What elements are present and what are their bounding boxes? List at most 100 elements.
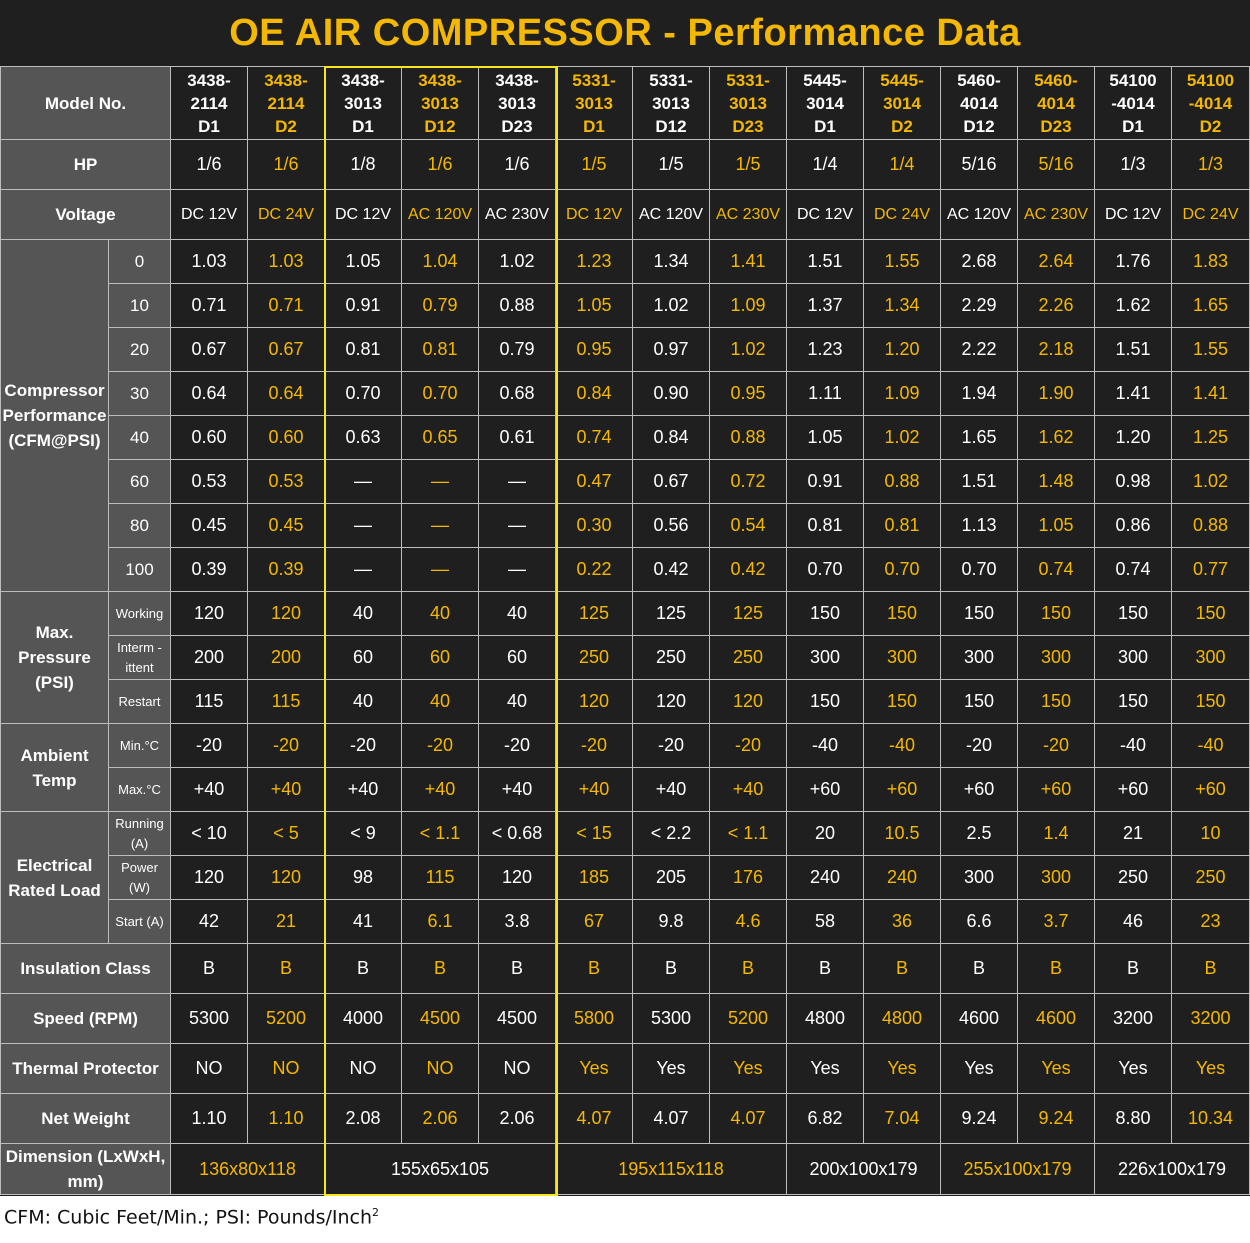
compressor-performance-header: Compressor Performance (CFM@PSI): [0, 239, 109, 592]
elec-label: Start (A): [108, 899, 171, 944]
data-cell: < 9: [324, 811, 402, 856]
data-cell: 9.24: [940, 1093, 1018, 1144]
data-cell: 1.65: [1171, 283, 1250, 328]
data-cell: Yes: [632, 1043, 710, 1094]
data-cell: 150: [1094, 679, 1172, 724]
model-part: 5460-: [1034, 70, 1078, 90]
data-cell: 150: [1094, 591, 1172, 636]
model-cell: 5460- 4014 D12: [940, 66, 1018, 140]
data-cell: 21: [247, 899, 325, 944]
data-cell: 150: [940, 591, 1018, 636]
table-row: Net Weight 1.10 1.10 2.08 2.06 2.06 4.07 4.07 4.…: [0, 1093, 1250, 1144]
data-cell: < 2.2: [632, 811, 710, 856]
psi-label: 80: [108, 503, 171, 548]
data-cell: 4800: [863, 993, 941, 1044]
data-cell: 150: [1171, 679, 1250, 724]
data-cell: -20: [247, 723, 325, 768]
data-cell: 1.02: [478, 239, 556, 284]
data-cell: B: [863, 943, 941, 994]
data-cell: 5800: [555, 993, 633, 1044]
performance-table: Model No. 3438- 2114 D1 3438- 2114 D2 3438- 3013…: [0, 66, 1250, 1195]
data-cell: 115: [247, 679, 325, 724]
voltage-header: Voltage: [0, 189, 171, 240]
data-cell: 1.48: [1017, 459, 1095, 504]
table-row: Start (A) 42 21 41 6.1 3.8 67 9.8 4.6 58 36 6.6 3.7 4…: [1, 899, 1250, 944]
data-cell: 0.60: [247, 415, 325, 460]
data-cell: 1/8: [324, 139, 402, 190]
model-part: 3438-: [495, 70, 539, 90]
data-cell: +40: [632, 767, 710, 812]
data-cell: 0.91: [324, 283, 402, 328]
data-cell: —: [324, 547, 402, 592]
model-part: D23: [501, 116, 533, 136]
data-cell: 1.62: [1094, 283, 1172, 328]
model-part: 3014: [806, 93, 844, 113]
data-cell: 205: [632, 855, 710, 900]
data-cell: 2.68: [940, 239, 1018, 284]
data-cell: +60: [1017, 767, 1095, 812]
data-cell: DC 24V: [247, 189, 325, 240]
data-cell: —: [401, 547, 479, 592]
model-part: 54100: [1186, 70, 1235, 90]
data-cell: 1.10: [170, 1093, 248, 1144]
data-cell: 1.09: [863, 371, 941, 416]
data-cell: 0.30: [555, 503, 633, 548]
dimension-cell: 226x100x179: [1094, 1143, 1250, 1195]
table-row: Max.°C +40 +40 +40 +40 +40 +40 +40 +40 +60 +60 +60 +…: [1, 767, 1250, 812]
data-cell: 0.70: [786, 547, 864, 592]
data-cell: 0.64: [170, 371, 248, 416]
psi-label: 10: [108, 283, 171, 328]
data-cell: 120: [247, 591, 325, 636]
data-cell: Yes: [1017, 1043, 1095, 1094]
data-cell: 125: [555, 591, 633, 636]
data-cell: 8.80: [1094, 1093, 1172, 1144]
data-cell: -20: [1017, 723, 1095, 768]
data-cell: 60: [401, 635, 479, 680]
data-cell: 176: [709, 855, 787, 900]
data-cell: 120: [632, 679, 710, 724]
data-cell: 250: [632, 635, 710, 680]
data-cell: 4000: [324, 993, 402, 1044]
data-cell: 1.4: [1017, 811, 1095, 856]
data-cell: 5300: [632, 993, 710, 1044]
data-cell: 0.81: [863, 503, 941, 548]
data-cell: 200: [247, 635, 325, 680]
table-row: Insulation Class B B B B B B B B B B B B B B: [0, 943, 1250, 994]
data-cell: +60: [1171, 767, 1250, 812]
data-cell: -20: [555, 723, 633, 768]
data-cell: 4.07: [709, 1093, 787, 1144]
data-cell: —: [478, 547, 556, 592]
model-part: -4014: [1111, 93, 1155, 113]
data-cell: 9.8: [632, 899, 710, 944]
data-cell: 0.95: [709, 371, 787, 416]
data-cell: —: [324, 459, 402, 504]
data-cell: 1.51: [786, 239, 864, 284]
model-cell: 3438- 2114 D2: [247, 66, 325, 140]
temp-label: Min.°C: [108, 723, 171, 768]
data-cell: 0.70: [324, 371, 402, 416]
data-cell: 1.83: [1171, 239, 1250, 284]
data-cell: —: [478, 503, 556, 548]
data-cell: 5200: [247, 993, 325, 1044]
data-cell: 2.06: [401, 1093, 479, 1144]
data-cell: 0.91: [786, 459, 864, 504]
data-cell: 0.70: [401, 371, 479, 416]
table-row: Max. Pressure (PSI) Working 120 120 40 40 40 12…: [0, 591, 1250, 724]
data-cell: 40: [478, 591, 556, 636]
data-cell: 40: [478, 679, 556, 724]
data-cell: 40: [401, 591, 479, 636]
data-cell: 0.79: [478, 327, 556, 372]
data-cell: 20: [786, 811, 864, 856]
model-part: D12: [963, 116, 995, 136]
model-cell: 3438- 2114 D1: [170, 66, 248, 140]
data-cell: 1.62: [1017, 415, 1095, 460]
data-cell: 9.24: [1017, 1093, 1095, 1144]
pressure-label: Restart: [108, 679, 171, 724]
data-cell: 0.84: [555, 371, 633, 416]
data-cell: 300: [863, 635, 941, 680]
data-cell: 3.7: [1017, 899, 1095, 944]
data-cell: 3200: [1094, 993, 1172, 1044]
data-cell: -20: [324, 723, 402, 768]
model-cell: 5445- 3014 D2: [863, 66, 941, 140]
dimension-cell: 195x115x118: [555, 1143, 787, 1195]
